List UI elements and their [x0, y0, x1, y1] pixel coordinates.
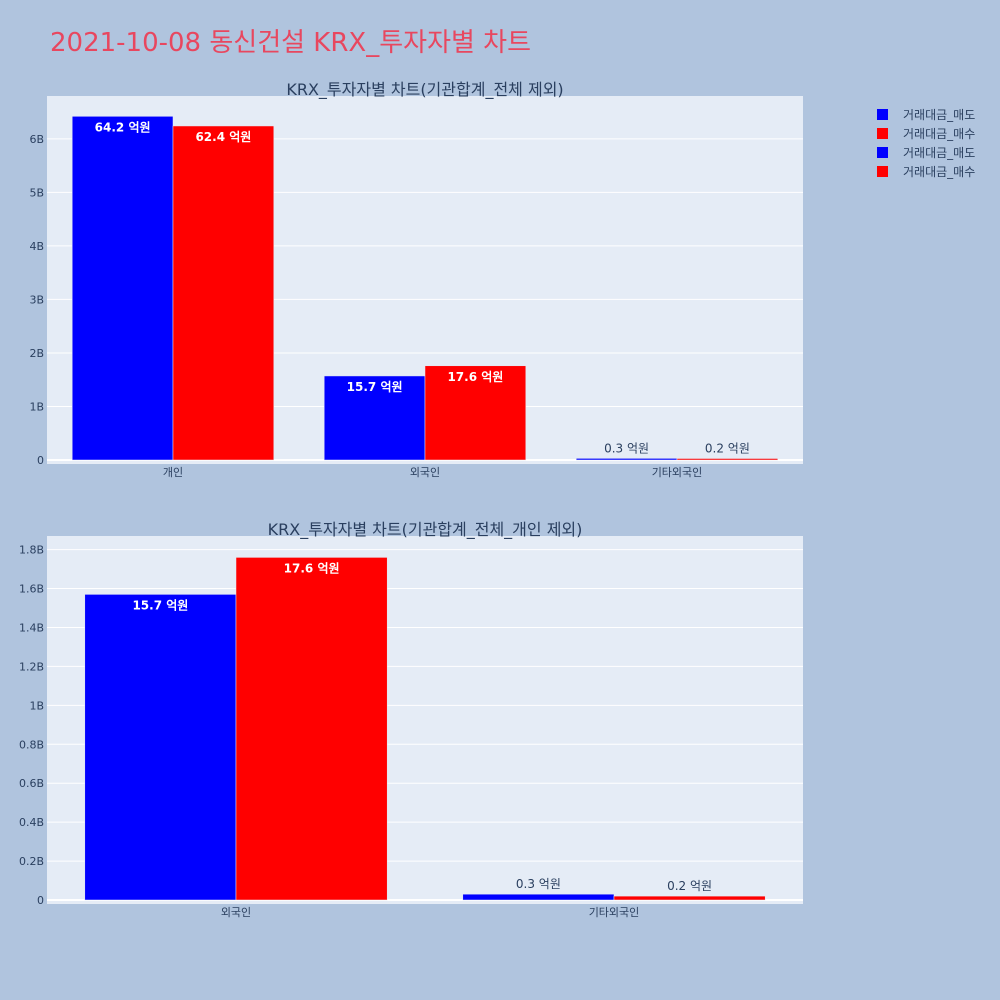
y-tick-label: 1.2B: [19, 660, 44, 673]
bar-data-label: 15.7 억원: [347, 380, 403, 394]
bar-data-label: 17.6 억원: [284, 561, 340, 575]
bar[interactable]: [71, 116, 174, 461]
bar[interactable]: [323, 375, 426, 461]
bar-data-label: 15.7 억원: [132, 598, 188, 612]
y-tick-label: 6B: [29, 133, 44, 146]
y-tick-label: 1B: [29, 699, 44, 712]
bar[interactable]: [172, 125, 275, 461]
legend-item-label[interactable]: 거래대금_매수: [903, 165, 975, 179]
y-tick-label: 1.4B: [19, 621, 44, 634]
y-tick-label: 0.2B: [19, 855, 44, 868]
legend-swatch[interactable]: [877, 109, 888, 120]
bar-data-label: 64.2 억원: [95, 120, 151, 134]
bar-data-label: 0.2 억원: [705, 442, 750, 456]
y-tick-label: 1B: [29, 400, 44, 413]
bar[interactable]: [676, 458, 779, 461]
y-tick-label: 0.4B: [19, 816, 44, 829]
y-tick-label: 3B: [29, 293, 44, 306]
y-tick-label: 2B: [29, 347, 44, 360]
bar-data-label: 0.3 억원: [516, 877, 561, 891]
legend-item-label[interactable]: 거래대금_매도: [903, 146, 975, 160]
x-tick-label: 기타외국인: [652, 466, 703, 479]
x-tick-label: 외국인: [221, 906, 251, 919]
bar[interactable]: [424, 365, 527, 461]
chart-title: KRX_투자자별 차트(기관합계_전체 제외): [286, 80, 563, 100]
bar[interactable]: [462, 893, 615, 901]
bar-data-label: 62.4 억원: [195, 130, 251, 144]
y-tick-label: 0: [37, 454, 44, 467]
y-tick-label: 0: [37, 894, 44, 907]
y-tick-label: 1.6B: [19, 583, 44, 596]
legend-swatch[interactable]: [877, 166, 888, 177]
legend-swatch[interactable]: [877, 128, 888, 139]
y-tick-label: 1.8B: [19, 544, 44, 557]
bar-data-label: 0.2 억원: [667, 879, 712, 893]
legend-item-label[interactable]: 거래대금_매수: [903, 127, 975, 141]
bar[interactable]: [235, 557, 388, 901]
y-tick-label: 4B: [29, 240, 44, 253]
bar-data-label: 0.3 억원: [604, 441, 649, 455]
bar[interactable]: [613, 895, 766, 901]
chart-top: KRX_투자자별 차트(기관합계_전체 제외) 0 1B 2B 3B 4B 5B 6B 64.2…: [29, 80, 803, 479]
chart-bottom: KRX_투자자별 차트(기관합계_전체_개인 제외) 0 0.2B 0.4B 0.6B 0…: [19, 520, 803, 919]
page-title: 2021-10-08 동신건설 KRX_투자자별 차트: [50, 28, 532, 58]
legend-item-label[interactable]: 거래대금_매도: [903, 108, 975, 122]
x-tick-label: 외국인: [410, 466, 440, 479]
bar[interactable]: [575, 458, 678, 461]
chart-title: KRX_투자자별 차트(기관합계_전체_개인 제외): [268, 520, 583, 540]
bar-data-label: 17.6 억원: [447, 370, 503, 384]
y-tick-label: 5B: [29, 186, 44, 199]
bar[interactable]: [84, 594, 237, 901]
x-tick-label: 기타외국인: [589, 906, 640, 919]
legend-swatch[interactable]: [877, 147, 888, 158]
x-tick-label: 개인: [163, 466, 183, 479]
y-tick-label: 0.6B: [19, 777, 44, 790]
y-tick-label: 0.8B: [19, 738, 44, 751]
